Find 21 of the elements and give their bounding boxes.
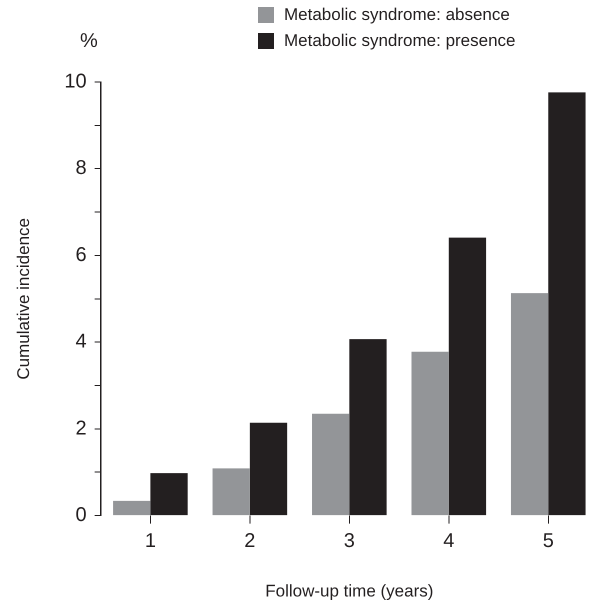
y-tick-label: 2 <box>76 417 87 440</box>
x-tick-label: 5 <box>542 530 554 552</box>
bar <box>411 352 449 516</box>
bar <box>312 414 350 516</box>
y-tick-label: 10 <box>64 70 87 93</box>
y-axis-title: Cumulative incidence <box>14 218 33 380</box>
legend-label: Metabolic syndrome: absence <box>284 5 510 25</box>
text: % <box>80 30 98 53</box>
bar <box>510 293 548 516</box>
bar <box>113 500 150 516</box>
y-tick-label: 6 <box>76 244 87 266</box>
x-axis-title: Follow-up time (years) <box>265 581 434 600</box>
x-tick-label: 1 <box>144 530 156 552</box>
x-tick-label: 2 <box>244 530 256 552</box>
y-tick-label: 0 <box>76 504 87 526</box>
x-tick-label: 4 <box>443 530 454 552</box>
x-tick-label: 3 <box>344 530 355 552</box>
bar <box>212 468 250 516</box>
y-tick-label: 8 <box>76 157 87 180</box>
legend-label: Metabolic syndrome: presence <box>284 31 516 51</box>
y-tick-label: 4 <box>76 330 87 353</box>
